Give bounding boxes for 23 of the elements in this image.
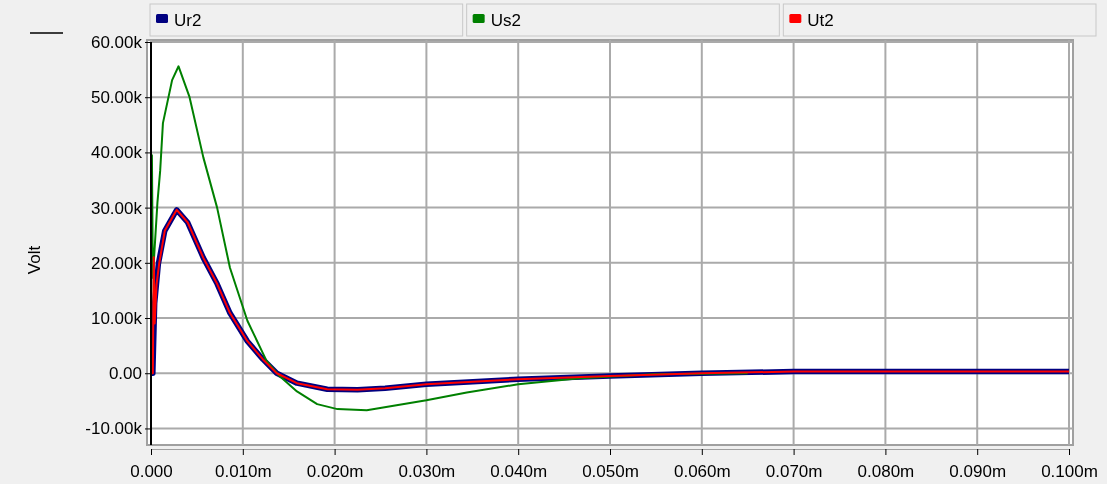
- y-tick-label: 50.00k: [90, 88, 143, 108]
- legend-label: Ut2: [807, 11, 834, 30]
- x-tick-label: 0.030m: [398, 461, 456, 481]
- legend-label: Ur2: [174, 11, 202, 30]
- x-tick-label: 0.040m: [490, 461, 548, 481]
- y-tick-label: 40.00k: [90, 143, 143, 163]
- x-tick-label: 0.020m: [306, 461, 364, 481]
- x-tick-label: 0.060m: [673, 461, 731, 481]
- x-tick-label: 0.010m: [214, 461, 272, 481]
- y-axis-title: Volt: [25, 245, 44, 275]
- x-tick-label: 0.000: [130, 461, 173, 481]
- y-tick-label: 10.00k: [90, 308, 143, 328]
- y-tick-label: 30.00k: [90, 198, 143, 218]
- x-tick-label: 0.100m: [1041, 461, 1098, 481]
- y-tick-label: 60.00k: [90, 32, 143, 52]
- x-tick-label: 0.050m: [582, 461, 639, 481]
- y-tick-label: -10.00k: [85, 419, 143, 439]
- y-tick-label: 20.00k: [90, 253, 143, 273]
- x-tick-label: 0.080m: [857, 461, 915, 481]
- legend-label: Us2: [490, 11, 521, 30]
- x-tick-label: 0.070m: [765, 461, 823, 481]
- y-tick-label: 0.00: [108, 364, 142, 384]
- x-tick-label: 0.090m: [949, 461, 1007, 481]
